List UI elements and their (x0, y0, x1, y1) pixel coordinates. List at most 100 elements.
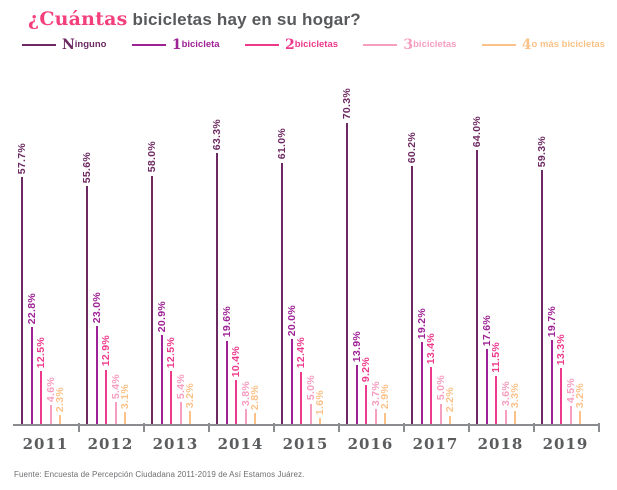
x-axis-year-label: 2016 (347, 435, 394, 453)
value-label: 19.7% (545, 306, 558, 338)
data-stem-3-bicicletas (49, 405, 52, 425)
value-label: 55.6% (81, 151, 93, 183)
data-stem-ninguno (86, 185, 88, 425)
data-stem-2-bicicletas (495, 375, 498, 425)
x-axis-year-label: 2014 (217, 435, 264, 453)
data-stem-1-bicicleta (550, 340, 553, 425)
chart-title: ¿Cuántas bicicletas hay en su hogar? (28, 8, 361, 30)
legend-label-initial: 2 (284, 37, 295, 53)
data-stem-3-bicicletas (439, 403, 442, 425)
value-label: 12.5% (35, 336, 48, 369)
data-stem-3-bicicletas (114, 401, 117, 425)
value-label: 12.4% (295, 337, 308, 369)
data-stem-ninguno (541, 170, 543, 425)
data-stem-ninguno (281, 162, 283, 425)
value-label: 3.3% (509, 382, 522, 408)
legend-label: bicicletas (294, 39, 339, 51)
data-stem-1-bicicleta (420, 342, 423, 425)
legend-item-4-o-mas-bicicletas: 4 o más bicicletas (481, 37, 605, 53)
legend-label-initial: 1 (171, 37, 182, 53)
chart-title-accent: ¿Cuántas (28, 8, 128, 30)
x-axis-year-label: 2018 (477, 435, 524, 453)
legend: N inguno 1 bicicleta 2 bicicletas 3 bici… (22, 36, 605, 54)
value-label: 20.0% (285, 304, 298, 336)
data-stem-4-o-más-bicicletas (189, 411, 192, 425)
value-label: 11.5% (490, 341, 503, 373)
x-axis-year-label: 2017 (412, 435, 459, 453)
data-stem-1-bicicleta (355, 365, 358, 425)
legend-label: bicicleta (181, 39, 220, 51)
x-axis-year-label: 2011 (22, 435, 69, 453)
legend-label: inguno (74, 39, 107, 51)
data-stem-ninguno (411, 166, 413, 425)
data-stem-2-bicicletas (170, 371, 173, 425)
value-label: 2.2% (444, 387, 457, 413)
data-stem-3-bicicletas (179, 401, 182, 425)
x-axis-line (13, 424, 600, 426)
legend-item-3-bicicletas: 3 bicicletas (363, 38, 456, 52)
data-stem-4-o-más-bicicletas (384, 412, 387, 425)
value-label: 64.0% (471, 115, 483, 147)
data-stem-4-o-más-bicicletas (579, 411, 582, 425)
data-stem-3-bicicletas (504, 409, 507, 425)
value-label: 57.7% (16, 142, 28, 174)
x-axis-tick (143, 423, 145, 432)
value-label: 58.0% (146, 141, 158, 173)
value-label: 9.2% (360, 357, 373, 383)
data-stem-3-bicicletas (569, 405, 572, 425)
value-label: 61.0% (276, 128, 288, 160)
value-label: 60.2% (406, 131, 418, 164)
value-label: 70.3% (341, 88, 353, 120)
data-stem-ninguno (346, 122, 348, 425)
value-label: 10.4% (230, 346, 243, 378)
data-stem-3-bicicletas (244, 408, 247, 425)
data-stem-1-bicicleta (225, 340, 228, 425)
x-axis-year-label: 2012 (87, 435, 134, 453)
data-stem-ninguno (476, 149, 478, 425)
data-stem-2-bicicletas (235, 380, 238, 425)
value-label: 2.8% (249, 384, 262, 410)
value-label: 59.3% (536, 135, 548, 168)
legend-item-1-bicicleta: 1 bicicleta (131, 37, 220, 53)
legend-label-initial: 4 (521, 37, 532, 53)
data-stem-ninguno (151, 175, 153, 425)
x-axis-year-label: 2013 (152, 435, 199, 453)
data-stem-1-bicicleta (160, 335, 163, 425)
x-axis-year-label: 2019 (542, 435, 589, 453)
value-label: 13.4% (425, 333, 438, 365)
value-label: 20.9% (155, 300, 168, 333)
data-stem-2-bicicletas (430, 367, 433, 425)
data-stem-2-bicicletas (365, 385, 368, 425)
value-label: 19.6% (220, 306, 233, 338)
data-stem-1-bicicleta (290, 339, 293, 425)
x-axis-tick (273, 423, 275, 432)
value-label: 23.0% (90, 291, 103, 324)
legend-label-initial: N (62, 37, 75, 53)
value-label: 2.9% (379, 384, 392, 410)
source-note: Fuente: Encuesta de Percepción Ciudadana… (14, 470, 305, 479)
legend-line-swatch (131, 44, 166, 46)
value-label: 13.3% (555, 333, 568, 365)
data-stem-4-o-más-bicicletas (514, 410, 517, 425)
data-stem-2-bicicletas (105, 369, 108, 425)
legend-line-swatch (22, 44, 56, 46)
data-stem-1-bicicleta (30, 326, 33, 425)
data-stem-4-o-más-bicicletas (319, 418, 322, 425)
value-label: 12.5% (165, 336, 178, 369)
x-axis-tick (468, 423, 470, 432)
chart-title-rest: bicicletas hay en su hogar? (127, 10, 361, 29)
legend-line-swatch (363, 44, 398, 46)
data-stem-1-bicicleta (95, 326, 98, 425)
legend-line-swatch (244, 44, 279, 46)
data-stem-2-bicicletas (300, 371, 303, 425)
x-axis-tick (208, 423, 210, 432)
data-stem-ninguno (216, 152, 218, 425)
value-label: 12.9% (100, 335, 113, 367)
x-axis-tick (533, 423, 535, 432)
data-stem-1-bicicleta (485, 349, 488, 425)
data-stem-4-o-más-bicicletas (254, 412, 257, 425)
data-stem-3-bicicletas (309, 403, 312, 425)
legend-label: o más bicicletas (531, 39, 605, 51)
